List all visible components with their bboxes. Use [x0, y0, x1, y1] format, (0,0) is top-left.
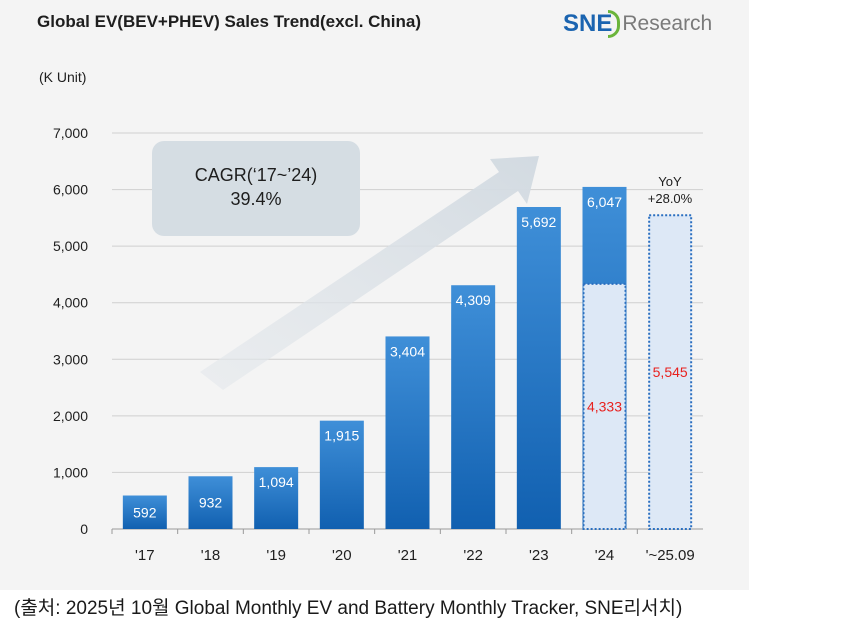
source-caption: (출처: 2025년 10월 Global Monthly EV and Bat…: [14, 598, 683, 619]
bar-3: [319, 420, 364, 529]
y-tick-label: 0: [80, 521, 88, 537]
bar-label-2: 1,094: [259, 474, 294, 490]
cagr-box: [152, 141, 360, 236]
y-unit-label: (K Unit): [39, 69, 86, 85]
y-tick-label: 2,000: [53, 408, 88, 424]
x-tick-label: '19: [266, 547, 286, 564]
bar-6: [516, 206, 561, 529]
x-tick-label: '22: [463, 547, 483, 564]
yoy-label: YoY: [658, 174, 682, 189]
x-tick-label: '17: [135, 547, 155, 564]
yoy-value: +28.0%: [648, 191, 693, 206]
partial-bar-8: [648, 214, 693, 530]
y-tick-label: 4,000: [53, 295, 88, 311]
logo-research-text: Research: [622, 12, 713, 35]
x-tick-label: '24: [595, 547, 615, 564]
bar-2: [254, 467, 299, 529]
partial-bar-label-8: 5,545: [653, 364, 688, 380]
bar-4: [385, 336, 430, 529]
partial-bar-7: [582, 282, 627, 530]
x-tick-label: '23: [529, 547, 549, 564]
partial-bar-label-7: 4,333: [587, 398, 622, 414]
bar-label-3: 1,915: [324, 428, 359, 444]
y-tick-label: 5,000: [53, 238, 88, 254]
cagr-label: CAGR(‘17~’24): [195, 165, 318, 185]
logo-sne-text: SNE: [563, 10, 613, 37]
trend-arrow: [200, 156, 539, 390]
bar-label-4: 3,404: [390, 343, 425, 359]
bar-1: [188, 476, 233, 529]
bar-label-6: 5,692: [521, 214, 556, 230]
y-tick-label: 3,000: [53, 351, 88, 367]
bar-5: [451, 285, 496, 529]
bar-chart: (K Unit) 0 1,000 2,000 3,000 4,000 5,000 6,000…: [39, 69, 703, 564]
bar-0: [122, 495, 167, 529]
bars: 592 932 1,094 1,915 3,404 4,309 5,692 4,333 6,04…: [122, 186, 693, 530]
bar-label-0: 592: [133, 504, 157, 520]
y-tick-label: 1,000: [53, 464, 88, 480]
x-axis-ticks: '17 '18 '19 '20 '21 '22 '23 '24 '~25.09: [111, 529, 695, 564]
bar-label-7: 6,047: [587, 194, 622, 210]
cagr-value: 39.4%: [230, 189, 281, 209]
y-tick-label: 6,000: [53, 182, 88, 198]
sne-research-logo: SNE Research: [563, 10, 712, 38]
x-tick-label: '18: [201, 547, 221, 564]
bar-label-5: 4,309: [456, 292, 491, 308]
x-tick-label: '20: [332, 547, 352, 564]
chart-title: Global EV(BEV+PHEV) Sales Trend(excl. Ch…: [37, 12, 422, 31]
y-tick-label: 7,000: [53, 125, 88, 141]
bar-label-1: 932: [199, 495, 223, 511]
x-tick-label: '~25.09: [646, 547, 695, 564]
y-axis-ticks: 0 1,000 2,000 3,000 4,000 5,000 6,000 7,000: [53, 125, 88, 537]
x-tick-label: '21: [398, 547, 418, 564]
